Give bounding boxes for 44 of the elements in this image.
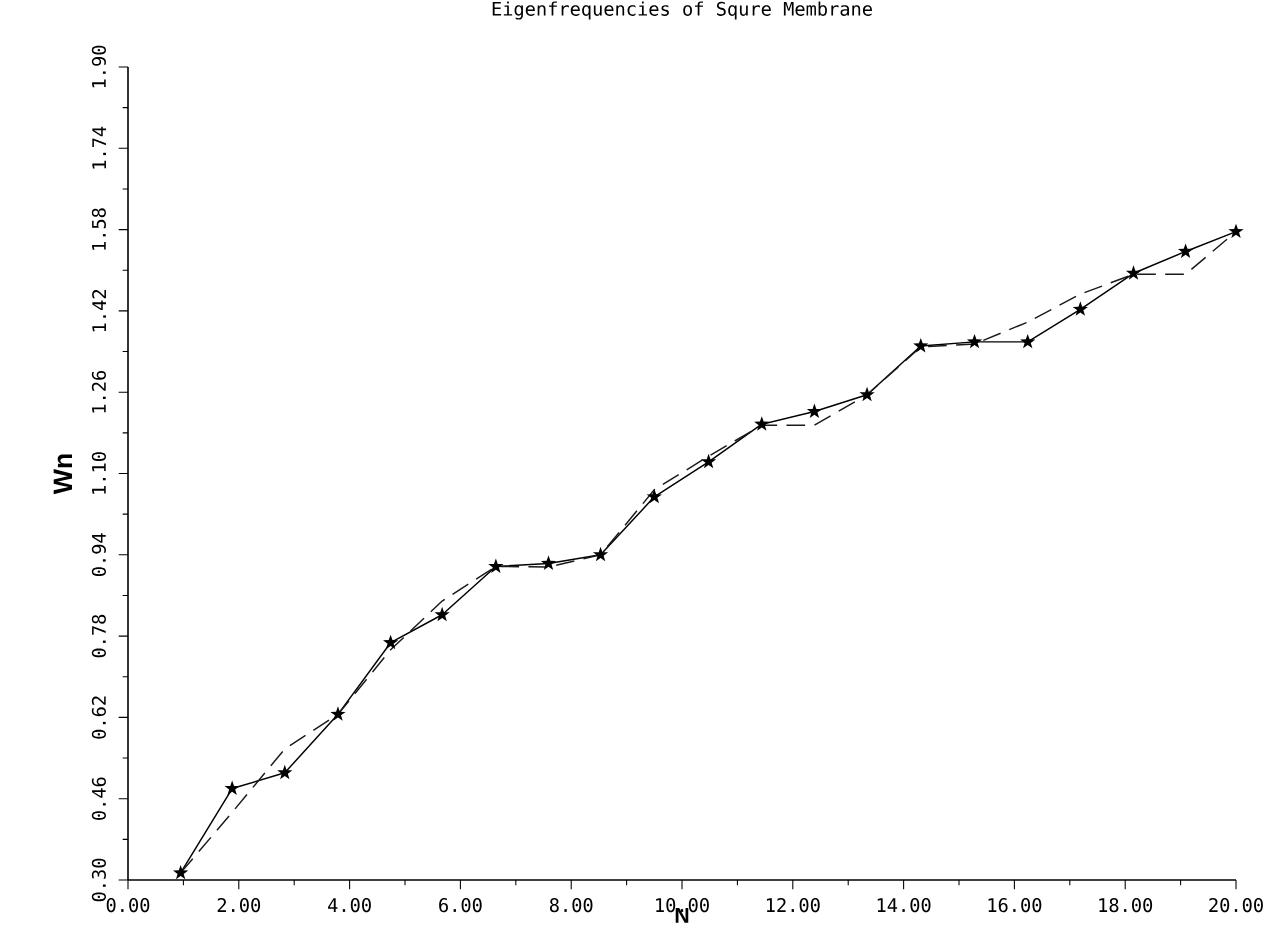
point	[382, 634, 399, 650]
y-tick-label: 0.30	[91, 858, 106, 902]
point	[700, 453, 717, 469]
y-tick-label: 0.78	[91, 614, 106, 658]
y-tick-label: 1.90	[91, 45, 106, 88]
y-tick-label: 1.10	[91, 452, 106, 494]
x-tick-label: 0.00	[106, 898, 150, 913]
point	[173, 864, 189, 880]
point	[966, 333, 983, 349]
y-axis-title: Wn	[53, 454, 73, 495]
y-tick-label: 1.26	[91, 370, 106, 413]
point	[224, 780, 240, 796]
point	[859, 386, 875, 402]
y-tick-label: 1.74	[92, 126, 106, 169]
point	[488, 558, 504, 573]
point	[1125, 265, 1142, 280]
point	[1177, 243, 1194, 258]
y-tick-label: 0.94	[91, 533, 106, 577]
point	[434, 606, 450, 622]
x-tick-label: 8.00	[549, 898, 593, 913]
x-tick-label: 14.00	[877, 898, 931, 913]
point	[592, 546, 609, 562]
point	[646, 488, 662, 504]
chart-title: Eigenfrequencies of Squre Membrane	[492, 1, 872, 20]
point	[1072, 301, 1088, 316]
point	[330, 706, 346, 721]
point	[806, 403, 823, 418]
y-tick-label: 1.42	[92, 290, 106, 332]
y-tick-label: 1.58	[91, 208, 106, 250]
point	[540, 555, 557, 570]
x-tick-label: 16.00	[988, 898, 1042, 913]
point	[913, 337, 929, 353]
point	[754, 416, 770, 431]
x-tick-label: 20.00	[1209, 898, 1263, 913]
x-tick-label: 2.00	[217, 898, 261, 913]
x-tick-label: 18.00	[1099, 898, 1153, 913]
point	[1020, 333, 1036, 349]
x-tick-label: 4.00	[328, 898, 371, 913]
point	[1228, 223, 1244, 239]
point	[277, 764, 293, 780]
x-tick-label: 12.00	[766, 898, 820, 913]
x-tick-label: 6.00	[439, 898, 482, 913]
y-tick-label: 0.62	[91, 696, 106, 739]
y-tick-label: 0.46	[91, 777, 106, 820]
